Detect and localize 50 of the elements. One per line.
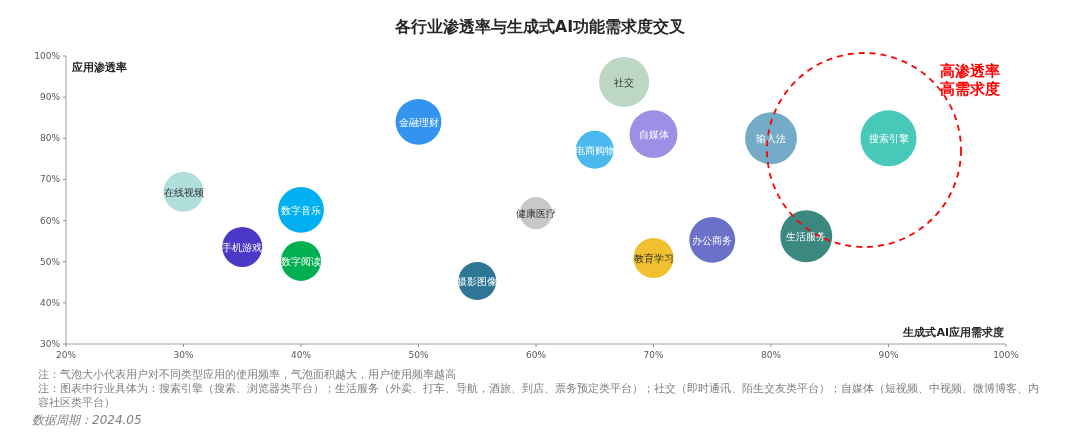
y-tick-label: 40% (39, 297, 61, 308)
y-tick-label: 70% (39, 174, 61, 185)
搜索引擎: 搜索引擎 (860, 110, 917, 167)
series-label: 自媒体 (638, 129, 669, 141)
series-label: 生活服务 (786, 231, 827, 243)
数字阅读: 数字阅读 (281, 240, 321, 281)
series-label: 数字阅读 (281, 255, 321, 267)
y-tick-label: 30% (39, 339, 61, 349)
自媒体: 自媒体 (629, 110, 678, 159)
series-label: 教育学习 (633, 253, 674, 265)
x-tick-label: 90% (878, 350, 899, 360)
生活服务: 生活服务 (780, 210, 833, 263)
x-tick-label: 60% (525, 350, 547, 360)
x-tick-label: 30% (173, 350, 194, 360)
社交: 社交 (599, 56, 650, 107)
text: 注：图表中行业具体为：搜索引擎（搜索、浏览器类平台）；生活服务（外卖、打车、导航，酒旅、到店、票务预定类平台）；社交（即时通讯、陌生交友类平台）；自媒体（短视频、中视频、微博博客、内容社区类平台） (38, 382, 1040, 410)
健康医疗: 健康医疗 (516, 197, 556, 230)
series-label: 健康医疗 (516, 208, 556, 220)
x-tick-label: 20% (55, 350, 77, 360)
数字音乐: 数字音乐 (278, 186, 324, 233)
text: 数据周期：2024.05 (32, 413, 143, 427)
series-label: 办公商务 (692, 234, 733, 246)
series-label: 搜索引擎 (868, 133, 909, 145)
办公商务: 办公商务 (689, 217, 736, 263)
series-label: 在线视频 (163, 186, 204, 198)
教育学习: 教育学习 (633, 238, 674, 278)
annotation: 高渗透率高需求度 (939, 62, 1001, 98)
chart-title: 各行业渗透率与生成式AI功能需求度交叉 (393, 17, 686, 36)
series-label: 社交 (614, 76, 635, 88)
y-tick-label: 80% (39, 133, 61, 144)
series-label: 摄影图像 (457, 276, 498, 288)
y-tick-label: 100% (34, 51, 61, 61)
series-label: 数字音乐 (281, 204, 321, 216)
x-axis-title: 生成式AI应用需求度 (902, 326, 1004, 339)
手机游戏: 手机游戏 (222, 226, 263, 267)
摄影图像: 摄影图像 (457, 262, 498, 301)
x-tick-label: 100% (993, 350, 1020, 360)
y-tick-label: 50% (39, 256, 61, 267)
x-tick-label: 70% (643, 350, 664, 360)
y-tick-label: 90% (39, 92, 61, 103)
y-axis-title: 应用渗透率 (71, 61, 127, 74)
y-tick-label: 60% (39, 215, 61, 226)
series-label: 手机游戏 (222, 241, 263, 253)
x-tick-label: 40% (290, 350, 312, 360)
x-tick-label: 80% (760, 350, 782, 360)
在线视频: 在线视频 (163, 171, 204, 212)
金融理财: 金融理财 (395, 98, 442, 145)
series-label: 金融理财 (398, 116, 439, 128)
x-tick-label: 50% (408, 350, 429, 360)
text: 注：气泡大小代表用户对不同类型应用的使用频率，气泡面积越大，用户使用频率越高 (38, 368, 457, 382)
